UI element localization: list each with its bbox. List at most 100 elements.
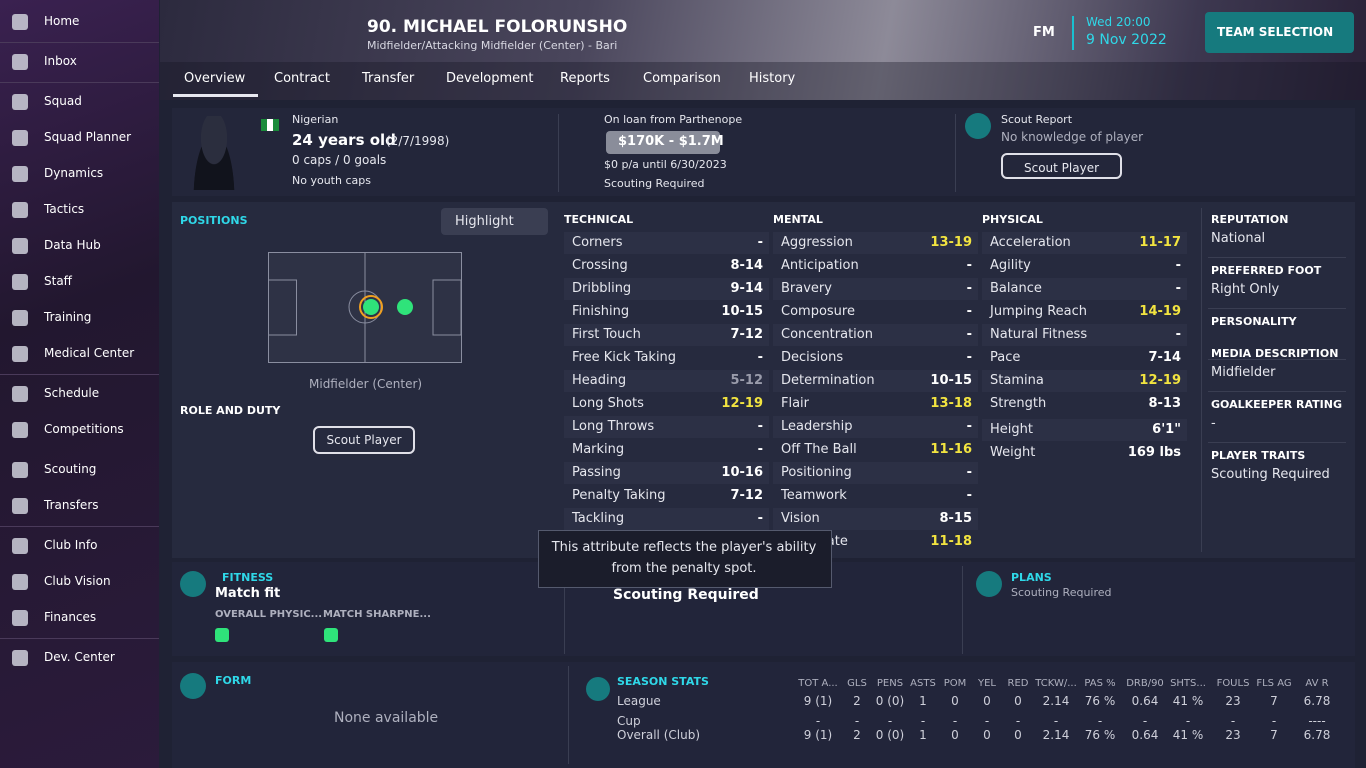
divider <box>558 114 559 192</box>
tab[interactable]: Overview <box>184 71 246 86</box>
attribute-name: Stamina <box>990 373 1044 388</box>
stats-cell: 0.64 <box>1131 728 1159 742</box>
attribute-value: 13-18 <box>930 396 972 411</box>
fitness-icon <box>180 571 206 597</box>
tab[interactable]: History <box>749 71 796 86</box>
stats-cell: 2.14 <box>1042 694 1070 708</box>
divider <box>564 566 565 654</box>
nav-item[interactable]: Dev. Center <box>44 650 115 664</box>
nav-item[interactable]: Schedule <box>44 386 100 400</box>
info-value: Scouting Required <box>1211 467 1330 482</box>
attribute-name: Long Throws <box>572 419 655 434</box>
stats-cell: 1 <box>919 694 927 708</box>
info-separator <box>1208 257 1346 258</box>
nav-icon <box>12 650 28 666</box>
attribute-value: 7-12 <box>730 327 763 342</box>
nav-item[interactable]: Inbox <box>44 54 77 68</box>
nav-item[interactable]: Data Hub <box>44 238 101 252</box>
info-title: PREFERRED FOOT <box>1211 264 1322 277</box>
info-title: GOALKEEPER RATING <box>1211 398 1342 411</box>
info-separator <box>1208 308 1346 309</box>
stats-cell: 1 <box>919 728 927 742</box>
team-selection-button[interactable] <box>1205 12 1354 53</box>
loan-from: On loan from Parthenope <box>604 113 743 126</box>
stats-column: PAS % <box>1084 678 1116 689</box>
nationality: Nigerian <box>292 113 339 126</box>
tab[interactable]: Contract <box>274 71 330 86</box>
nav-item[interactable]: Tactics <box>44 202 85 216</box>
nav-separator <box>0 42 159 43</box>
nav-item[interactable]: Medical Center <box>44 346 135 360</box>
attribute-value: - <box>966 258 972 273</box>
positions-title[interactable]: POSITIONS <box>180 214 248 227</box>
attribute-value: - <box>1175 327 1181 342</box>
attribute-name: Crossing <box>572 258 628 273</box>
form-title[interactable]: FORM <box>215 674 252 687</box>
nav-item[interactable]: Dynamics <box>44 166 104 180</box>
attribute-value: - <box>966 488 972 503</box>
highlight-dropdown[interactable]: Highlight <box>441 208 548 235</box>
info-value: Midfielder <box>1211 365 1276 380</box>
flag <box>261 119 279 131</box>
nav-item[interactable]: Squad Planner <box>44 130 132 144</box>
stats-title[interactable]: SEASON STATS <box>617 675 709 688</box>
nav-item[interactable]: Club Vision <box>44 574 111 588</box>
attribute-value: - <box>757 511 763 526</box>
tab[interactable]: Development <box>446 71 534 86</box>
nav-item[interactable]: Training <box>44 310 92 324</box>
nav-item[interactable]: Home <box>44 14 80 28</box>
attribute-name: Pace <box>990 350 1021 365</box>
fm-logo: FM <box>1033 25 1055 40</box>
row-stripe <box>982 278 1187 300</box>
scout-button[interactable]: Scout Player <box>313 426 415 454</box>
day-time: Wed 20:00 <box>1086 15 1151 29</box>
scout-button[interactable]: Scout Player <box>1001 153 1122 179</box>
info-title: MEDIA DESCRIPTION <box>1211 347 1339 360</box>
attribute-value: 10-16 <box>721 465 763 480</box>
tab[interactable]: Reports <box>560 71 610 86</box>
tab[interactable]: Comparison <box>643 71 721 86</box>
tab[interactable]: Transfer <box>362 71 415 86</box>
attribute-name: Composure <box>781 304 855 319</box>
attribute-value: 14-19 <box>1139 304 1181 319</box>
row-stripe <box>564 508 769 530</box>
attribute-value: - <box>966 350 972 365</box>
nav-item[interactable]: Club Info <box>44 538 98 552</box>
nav-icon <box>12 462 28 478</box>
nav-item[interactable]: Finances <box>44 610 97 624</box>
team-selection[interactable]: TEAM SELECTION <box>1217 25 1334 39</box>
stats-cell: 23 <box>1225 728 1241 742</box>
attribute-value: - <box>757 419 763 434</box>
attribute-name: Penalty Taking <box>572 488 666 503</box>
stats-cell: 76 % <box>1084 728 1116 742</box>
tab-underline <box>173 94 258 97</box>
nav-item[interactable]: Squad <box>44 94 82 108</box>
stats-column: FLS AG <box>1256 678 1292 689</box>
nav-item[interactable]: Scouting <box>44 462 97 476</box>
attribute-value: - <box>966 304 972 319</box>
attribute-value: - <box>966 327 972 342</box>
stats-cell: 76 % <box>1084 694 1116 708</box>
stats-cell: 0.64 <box>1131 694 1159 708</box>
stats-cell: 2 <box>853 694 861 708</box>
row-stripe <box>564 324 769 346</box>
tooltip-text: This attribute reflects the player's abi… <box>551 540 817 576</box>
caps: 0 caps / 0 goals <box>292 153 387 167</box>
header-bg <box>160 0 1366 100</box>
nav-icon <box>12 538 28 554</box>
attribute-value: - <box>757 442 763 457</box>
plans-title[interactable]: PLANS <box>1011 571 1052 584</box>
nav-item[interactable]: Competitions <box>44 422 124 436</box>
nav-icon <box>12 574 28 590</box>
stats-cell: 41 % <box>1172 694 1204 708</box>
nav-icon <box>12 274 28 290</box>
nav-item[interactable]: Staff <box>44 274 72 288</box>
nav-item[interactable]: Transfers <box>44 498 99 512</box>
stats-cell: 7 <box>1270 728 1278 742</box>
attribute-value: 7-14 <box>1148 350 1181 365</box>
attribute-name: Marking <box>572 442 625 457</box>
stats-cell: - <box>1053 714 1059 728</box>
stats-row-label: Overall (Club) <box>617 728 700 742</box>
stats-column: SHTS... <box>1170 678 1206 689</box>
attribute-name: Finishing <box>572 304 630 319</box>
